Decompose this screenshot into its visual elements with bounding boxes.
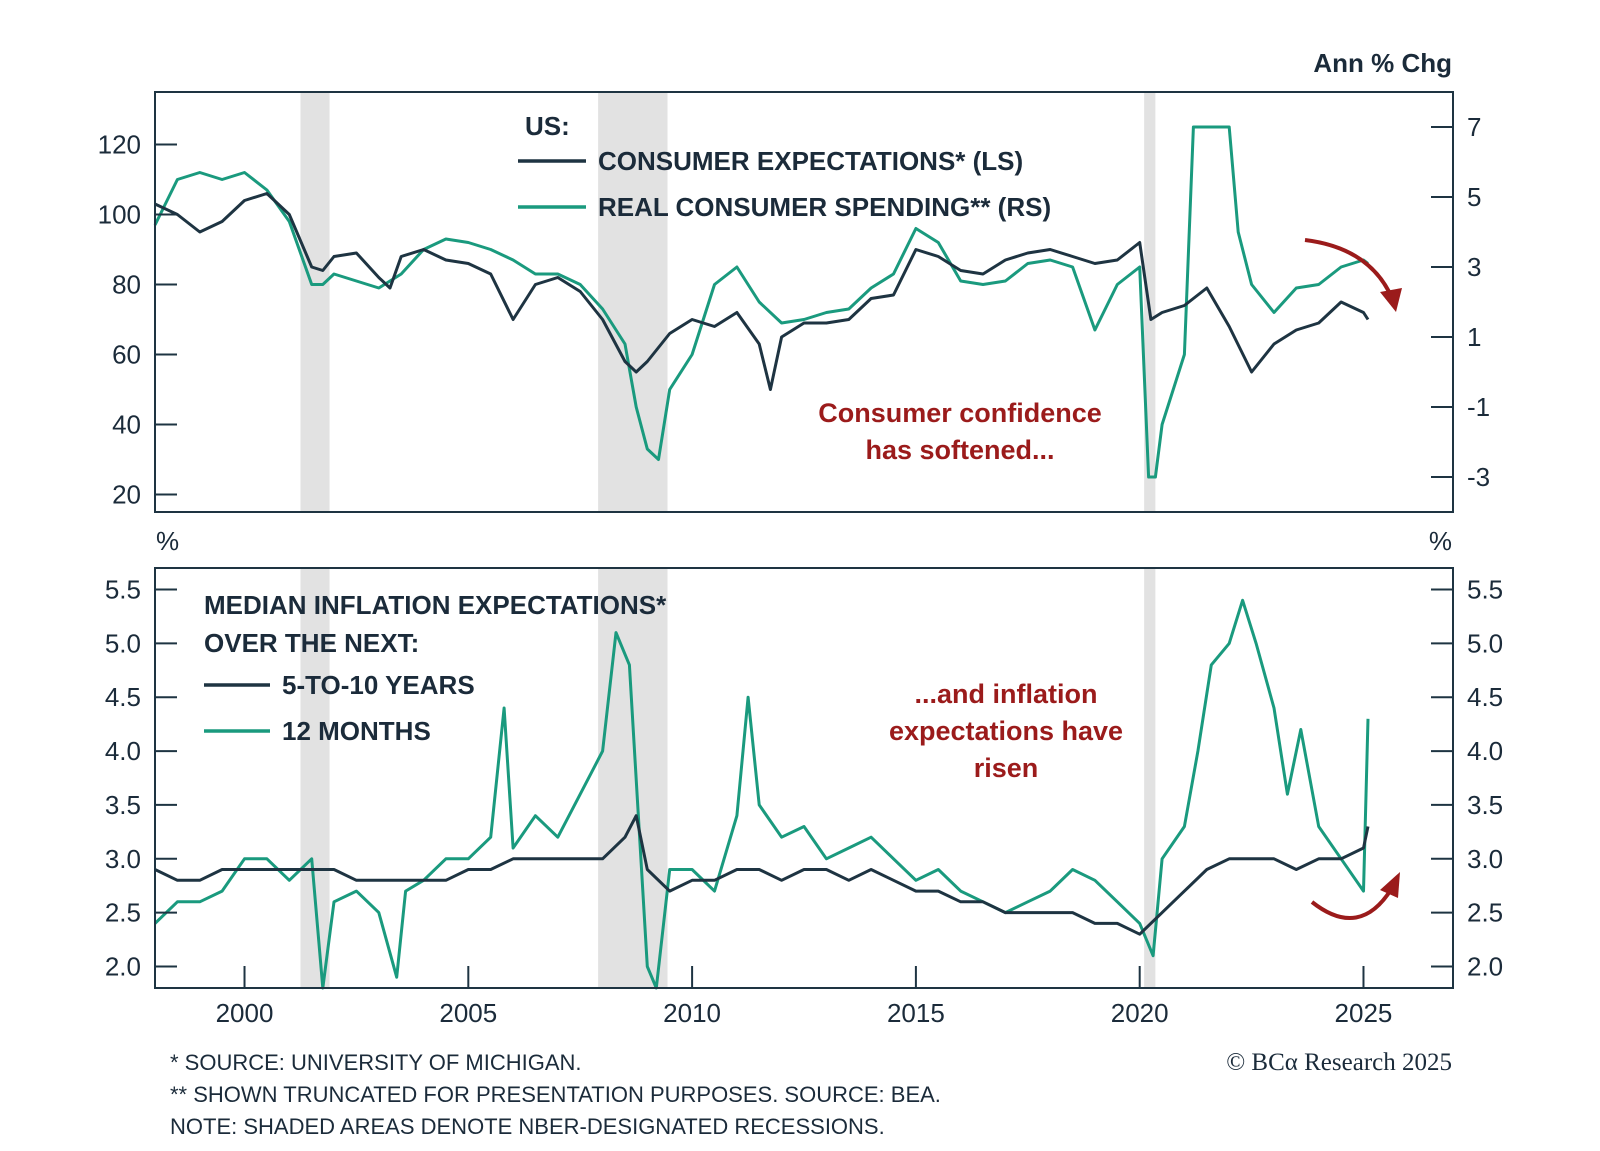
x-tick-label-2025: 2025	[1335, 998, 1393, 1028]
bottom-frame	[154, 567, 1454, 989]
bottom-left-tick-label-5.0: 5.0	[105, 628, 141, 658]
right-tick-label-3: 3	[1467, 252, 1481, 282]
right-tick-label-7: 7	[1467, 112, 1481, 142]
bottom-left-tick-label-3.0: 3.0	[105, 844, 141, 874]
footnote-source: * SOURCE: UNIVERSITY OF MICHIGAN.	[170, 1050, 582, 1075]
top-frame	[154, 91, 1454, 513]
top-down-arrow	[1304, 238, 1394, 299]
legend-label-12months: 12 MONTHS	[282, 716, 431, 746]
recession-band-top-1	[598, 92, 668, 512]
bottom-left-tick-label-5.5: 5.5	[105, 575, 141, 605]
x-tick-label-2020: 2020	[1111, 998, 1169, 1028]
left-tick-label-40: 40	[112, 410, 141, 440]
bottom-annotation-line2: expectations have	[889, 716, 1123, 746]
top-panel: 20 40 60 80 100 120 -3 -1 1 3 5 7 Ann % Chg US: CON…	[98, 48, 1491, 513]
right-tick-label-1: 1	[1467, 322, 1481, 352]
bottom-annotation-line1: ...and inflation	[915, 679, 1098, 709]
legend-label-spending: REAL CONSUMER SPENDING** (RS)	[598, 192, 1051, 222]
bottom-right-tick-label-3.5: 3.5	[1467, 790, 1503, 820]
bottom-right-tick-label-2.5: 2.5	[1467, 898, 1503, 928]
top-legend-title: US:	[525, 111, 570, 141]
bottom-right-tick-label-3.0: 3.0	[1467, 844, 1503, 874]
series-line-12-months	[153, 598, 1370, 990]
left-tick-label-100: 100	[98, 200, 141, 230]
bottom-right-tick-label-2.0: 2.0	[1467, 951, 1503, 981]
legend-label-expectations: CONSUMER EXPECTATIONS* (LS)	[598, 146, 1023, 176]
bottom-series	[153, 598, 1370, 990]
recession-band-bottom-1	[598, 568, 668, 988]
series-line-consumer-expectations	[154, 192, 1370, 391]
brand-logo: © BCα Research 2025	[1226, 1049, 1452, 1076]
x-tick-label-2010: 2010	[663, 998, 721, 1028]
footnote-truncated: ** SHOWN TRUNCATED FOR PRESENTATION PURP…	[170, 1082, 941, 1107]
right-tick-label--1: -1	[1467, 392, 1490, 422]
top-annotation-line1: Consumer confidence	[818, 398, 1102, 428]
recession-band-bottom-2	[1144, 568, 1156, 988]
bottom-left-tick-label-2.5: 2.5	[105, 898, 141, 928]
top-down-arrowhead	[1380, 288, 1402, 312]
right-tick-label--3: -3	[1467, 462, 1490, 492]
series-line-real-consumer-spending	[153, 125, 1369, 479]
bottom-right-tick-label-4.0: 4.0	[1467, 736, 1503, 766]
bottom-legend-title-line2: OVER THE NEXT:	[204, 628, 419, 658]
x-ticks: 2000 2005 2010 2015 2020 2025	[216, 966, 1393, 1028]
left-tick-label-20: 20	[112, 480, 141, 510]
bottom-annotation-line3: risen	[974, 753, 1039, 783]
right-tick-label-5: 5	[1467, 182, 1481, 212]
x-tick-label-2005: 2005	[439, 998, 497, 1028]
bottom-right-tick-label-4.5: 4.5	[1467, 682, 1503, 712]
bottom-legend-title-line1: MEDIAN INFLATION EXPECTATIONS*	[204, 590, 667, 620]
bottom-right-tick-label-5.0: 5.0	[1467, 628, 1503, 658]
left-tick-label-80: 80	[112, 270, 141, 300]
recession-band-bottom-0	[300, 568, 330, 988]
x-tick-label-2015: 2015	[887, 998, 945, 1028]
top-annotation-line2: has softened...	[865, 435, 1054, 465]
bottom-left-tick-label-4.0: 4.0	[105, 736, 141, 766]
legend-label-5to10: 5-TO-10 YEARS	[282, 670, 475, 700]
bottom-left-tick-label-3.5: 3.5	[105, 790, 141, 820]
footnote-recessions: NOTE: SHADED AREAS DENOTE NBER-DESIGNATE…	[170, 1114, 885, 1139]
bottom-left-axis-title: %	[156, 526, 179, 556]
bottom-panel: % % 2.0 2.0 2.5 2.5 3.0 3.0 3.5 3.5 4.0 4.0 4.5 4.5…	[105, 526, 1503, 1028]
left-tick-label-120: 120	[98, 130, 141, 160]
top-ticks: 20 40 60 80 100 120 -3 -1 1 3 5 7	[98, 112, 1491, 510]
bottom-up-arrow	[1310, 886, 1394, 920]
x-tick-label-2000: 2000	[216, 998, 274, 1028]
recession-band-top-0	[300, 92, 330, 512]
bottom-left-tick-label-4.5: 4.5	[105, 682, 141, 712]
bottom-right-axis-title: %	[1429, 526, 1452, 556]
top-right-axis-title: Ann % Chg	[1313, 48, 1452, 78]
left-tick-label-60: 60	[112, 340, 141, 370]
top-series	[153, 125, 1370, 479]
bottom-recessions	[300, 568, 1156, 988]
bottom-left-tick-label-2.0: 2.0	[105, 951, 141, 981]
bottom-right-tick-label-5.5: 5.5	[1467, 575, 1503, 605]
bottom-ticks: 2.0 2.0 2.5 2.5 3.0 3.0 3.5 3.5 4.0 4.0 4.5 4.5 5.0 5…	[105, 575, 1503, 982]
bottom-up-arrowhead	[1380, 872, 1400, 898]
series-line-5-to-10-years	[154, 814, 1370, 936]
